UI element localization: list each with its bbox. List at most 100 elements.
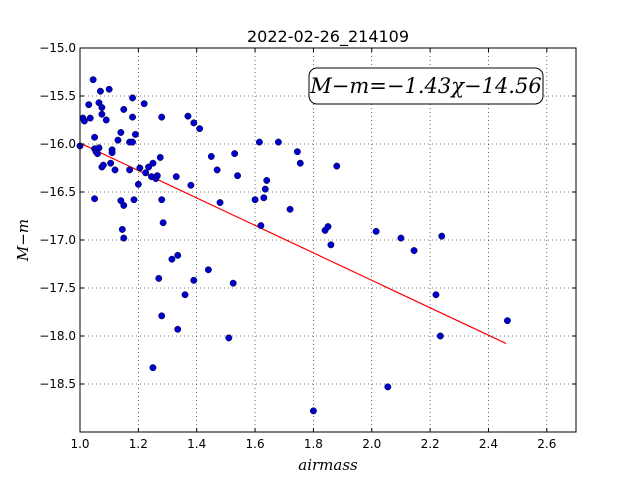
data-point <box>293 148 301 156</box>
data-point <box>333 162 341 170</box>
data-point <box>436 332 444 340</box>
data-point <box>168 255 176 263</box>
data-point <box>120 201 128 209</box>
data-point <box>309 407 317 415</box>
x-axis-label: airmass <box>298 456 358 474</box>
data-point <box>117 129 125 136</box>
data-point <box>274 138 282 146</box>
data-point <box>149 364 157 372</box>
data-point <box>140 100 148 108</box>
data-point <box>174 251 182 259</box>
data-point <box>174 325 182 333</box>
data-point <box>98 104 106 111</box>
y-tick-label: −15.5 <box>39 89 76 103</box>
data-point <box>216 199 224 207</box>
data-point <box>156 153 164 161</box>
annotation-box <box>308 67 544 105</box>
y-tick-label: −15.0 <box>39 41 76 55</box>
x-tick-label: 1.4 <box>187 437 206 451</box>
data-point <box>96 87 104 95</box>
data-point <box>190 276 198 284</box>
grid <box>79 47 576 432</box>
data-point <box>99 161 107 169</box>
data-point <box>155 274 163 282</box>
data-point <box>181 291 189 299</box>
data-point <box>142 169 150 177</box>
data-point <box>120 234 128 242</box>
data-point <box>184 112 192 120</box>
x-tick-label: 1.6 <box>246 437 265 451</box>
data-point <box>213 166 221 174</box>
data-point <box>91 133 99 141</box>
axis-ticks: 1.0 1.2 1.4 1.6 1.8 2.0 2.2 2.4 2.6 −15.0 −15.5 −16… <box>39 41 576 451</box>
data-point <box>149 159 157 167</box>
data-point <box>263 177 271 184</box>
data-point <box>108 149 116 157</box>
data-point <box>432 291 440 299</box>
chart-title: 2022-02-26_214109 <box>247 27 409 47</box>
data-point <box>196 125 204 133</box>
data-point <box>255 138 263 146</box>
data-point <box>105 85 113 93</box>
data-point <box>397 234 405 242</box>
data-point <box>187 181 195 189</box>
y-tick-label: −18.5 <box>39 377 76 391</box>
data-point <box>114 136 122 144</box>
data-point <box>80 117 88 125</box>
data-point <box>324 223 332 231</box>
data-point <box>260 194 268 202</box>
data-point <box>204 266 212 274</box>
x-tick-label: 2.0 <box>362 437 381 451</box>
data-point <box>107 159 115 167</box>
data-point <box>158 113 166 121</box>
data-point <box>85 101 93 109</box>
data-point <box>225 334 233 342</box>
data-point <box>159 219 167 227</box>
data-point <box>89 76 97 84</box>
data-point <box>231 150 239 158</box>
data-point <box>438 232 446 240</box>
data-point <box>158 312 166 320</box>
x-tick-label: 1.8 <box>304 437 323 451</box>
data-point <box>372 227 380 235</box>
data-point <box>131 130 139 138</box>
y-tick-label: −16.5 <box>39 185 76 199</box>
data-point <box>134 180 142 188</box>
data-point <box>130 196 138 204</box>
data-point <box>503 317 511 325</box>
y-tick-label: −17.5 <box>39 281 76 295</box>
data-point <box>86 114 94 122</box>
data-point <box>153 172 161 180</box>
data-point <box>296 159 304 167</box>
data-point <box>111 166 119 174</box>
x-tick-label: 1.2 <box>129 437 148 451</box>
data-point <box>129 113 136 121</box>
data-point <box>229 279 237 287</box>
data-point <box>118 225 126 233</box>
data-point <box>145 163 153 171</box>
data-point <box>158 196 166 204</box>
data-point <box>129 138 136 146</box>
data-points <box>76 76 511 415</box>
y-tick-label: −16.0 <box>39 137 76 151</box>
data-point <box>172 173 180 181</box>
y-tick-label: −18.0 <box>39 329 76 343</box>
x-tick-label: 2.4 <box>479 437 498 451</box>
y-axis-label: M−m <box>14 219 32 262</box>
data-point <box>327 241 335 249</box>
data-point <box>129 94 136 102</box>
data-point <box>286 205 294 213</box>
data-point <box>94 150 101 158</box>
data-point <box>234 172 242 180</box>
data-point <box>251 196 259 204</box>
data-point <box>98 110 106 118</box>
y-tick-label: −17.0 <box>39 233 76 247</box>
x-tick-label: 1.0 <box>70 437 89 451</box>
data-point <box>190 119 198 127</box>
data-point <box>95 144 103 152</box>
data-point <box>257 222 265 230</box>
x-tick-label: 2.2 <box>421 437 440 451</box>
data-point <box>102 116 110 124</box>
data-point <box>91 195 99 203</box>
